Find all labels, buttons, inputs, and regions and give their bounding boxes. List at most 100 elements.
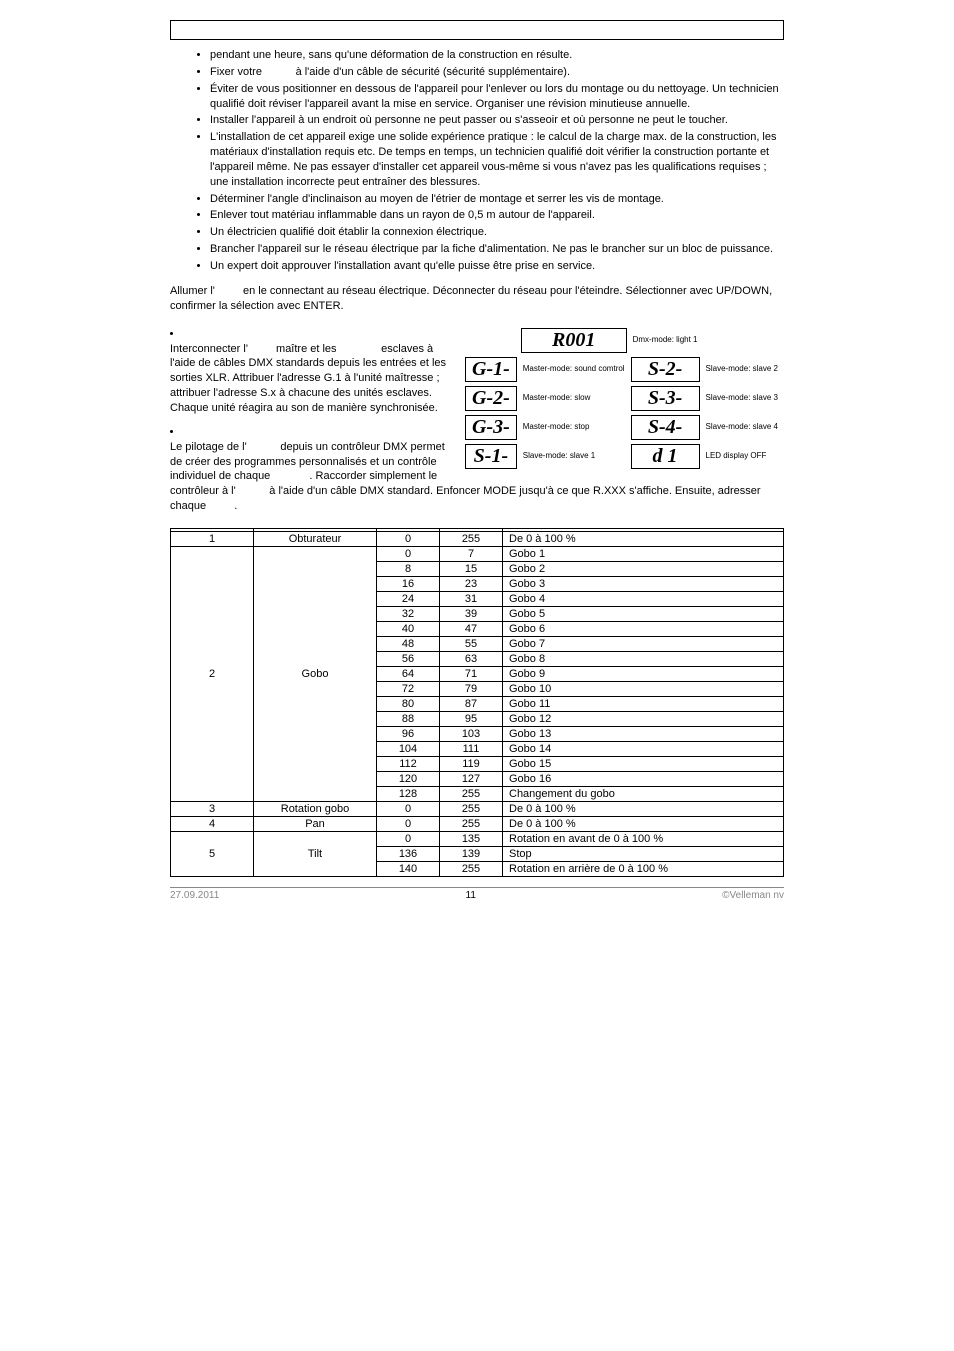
dmx-mode-paragraph-2: contrôleur à l' à l'aide d'un câble DMX … bbox=[170, 484, 784, 514]
mode-desc: Master-mode: slow bbox=[521, 386, 627, 411]
cell-description: Gobo 4 bbox=[503, 591, 784, 606]
cell-max: 55 bbox=[440, 636, 503, 651]
cell-max: 71 bbox=[440, 666, 503, 681]
intro-paragraph: Allumer l' en le connectant au réseau él… bbox=[170, 284, 784, 314]
mode-display: G-3- bbox=[465, 415, 517, 440]
cell-min: 16 bbox=[377, 576, 440, 591]
cell-description: Gobo 5 bbox=[503, 606, 784, 621]
cell-max: 255 bbox=[440, 531, 503, 546]
cell-max: 87 bbox=[440, 696, 503, 711]
cell-description: Gobo 2 bbox=[503, 561, 784, 576]
cell-description: Gobo 8 bbox=[503, 651, 784, 666]
cell-max: 255 bbox=[440, 786, 503, 801]
cell-min: 48 bbox=[377, 636, 440, 651]
bullet-item: Déterminer l'angle d'inclinaison au moye… bbox=[210, 192, 784, 207]
cell-max: 255 bbox=[440, 801, 503, 816]
mode-display: S-2- bbox=[631, 357, 700, 382]
cell-channel: 2 bbox=[171, 546, 254, 801]
cell-min: 140 bbox=[377, 861, 440, 876]
footer-copyright: ©Velleman nv bbox=[722, 890, 784, 901]
mode-desc: Slave-mode: slave 2 bbox=[704, 357, 780, 382]
cell-description: Gobo 14 bbox=[503, 741, 784, 756]
cell-min: 56 bbox=[377, 651, 440, 666]
mode-desc: Slave-mode: slave 3 bbox=[704, 386, 780, 411]
cell-min: 120 bbox=[377, 771, 440, 786]
bullet-item: Éviter de vous positionner en dessous de… bbox=[210, 82, 784, 112]
cell-min: 0 bbox=[377, 546, 440, 561]
cell-max: 139 bbox=[440, 846, 503, 861]
table-row: 2Gobo07Gobo 1 bbox=[171, 546, 784, 561]
cell-max: 31 bbox=[440, 591, 503, 606]
table-row: 1Obturateur0255De 0 à 100 % bbox=[171, 531, 784, 546]
cell-function: Gobo bbox=[254, 546, 377, 801]
page-footer: 27.09.2011 11 ©Velleman nv bbox=[170, 887, 784, 901]
mode-display: S-1- bbox=[465, 444, 517, 469]
bullet-item: Fixer votre à l'aide d'un câble de sécur… bbox=[210, 65, 784, 80]
cell-min: 136 bbox=[377, 846, 440, 861]
cell-max: 111 bbox=[440, 741, 503, 756]
cell-max: 63 bbox=[440, 651, 503, 666]
auto-mode-paragraph: Interconnecter l' maître et les esclaves… bbox=[170, 342, 451, 416]
footer-date: 27.09.2011 bbox=[170, 890, 219, 901]
cell-description: De 0 à 100 % bbox=[503, 801, 784, 816]
mode-display: S-4- bbox=[631, 415, 700, 440]
cell-description: Gobo 3 bbox=[503, 576, 784, 591]
bullet-item: L'installation de cet appareil exige une… bbox=[210, 130, 784, 189]
cell-function: Obturateur bbox=[254, 531, 377, 546]
cell-max: 135 bbox=[440, 831, 503, 846]
cell-channel: 4 bbox=[171, 816, 254, 831]
mode-display: G-2- bbox=[465, 386, 517, 411]
mode-diagram: R001 Dmx-mode: light 1 G-1- Master-mode:… bbox=[461, 324, 784, 473]
cell-max: 255 bbox=[440, 861, 503, 876]
bullet-item: pendant une heure, sans qu'une déformati… bbox=[210, 48, 784, 63]
mode-desc: Slave-mode: slave 4 bbox=[704, 415, 780, 440]
cell-min: 64 bbox=[377, 666, 440, 681]
dmx-mode-paragraph-1: Le pilotage de l' depuis un contrôleur D… bbox=[170, 440, 451, 485]
mode-desc: Master-mode: sound comtrol bbox=[521, 357, 627, 382]
cell-description: Rotation en avant de 0 à 100 % bbox=[503, 831, 784, 846]
footer-page-number: 11 bbox=[466, 890, 476, 901]
cell-max: 79 bbox=[440, 681, 503, 696]
cell-function: Rotation gobo bbox=[254, 801, 377, 816]
cell-min: 80 bbox=[377, 696, 440, 711]
cell-min: 32 bbox=[377, 606, 440, 621]
mode-display: S-3- bbox=[631, 386, 700, 411]
cell-min: 128 bbox=[377, 786, 440, 801]
table-row: 5Tilt0135Rotation en avant de 0 à 100 % bbox=[171, 831, 784, 846]
cell-max: 127 bbox=[440, 771, 503, 786]
cell-min: 96 bbox=[377, 726, 440, 741]
cell-min: 8 bbox=[377, 561, 440, 576]
bullet-item: Un électricien qualifié doit établir la … bbox=[210, 225, 784, 240]
safety-bullet-list: pendant une heure, sans qu'une déformati… bbox=[170, 48, 784, 274]
cell-channel: 1 bbox=[171, 531, 254, 546]
cell-channel: 5 bbox=[171, 831, 254, 876]
bullet-item: Enlever tout matériau inflammable dans u… bbox=[210, 208, 784, 223]
cell-description: Gobo 13 bbox=[503, 726, 784, 741]
mode-display: d 1 bbox=[631, 444, 700, 469]
cell-max: 95 bbox=[440, 711, 503, 726]
cell-min: 104 bbox=[377, 741, 440, 756]
cell-description: Gobo 15 bbox=[503, 756, 784, 771]
table-row: 3Rotation gobo0255De 0 à 100 % bbox=[171, 801, 784, 816]
cell-max: 119 bbox=[440, 756, 503, 771]
mode-display: G-1- bbox=[465, 357, 517, 382]
mode-desc: Dmx-mode: light 1 bbox=[631, 328, 700, 353]
cell-description: Gobo 6 bbox=[503, 621, 784, 636]
cell-max: 39 bbox=[440, 606, 503, 621]
mode-desc: LED display OFF bbox=[704, 444, 780, 469]
cell-min: 40 bbox=[377, 621, 440, 636]
cell-min: 72 bbox=[377, 681, 440, 696]
cell-min: 0 bbox=[377, 831, 440, 846]
cell-description: De 0 à 100 % bbox=[503, 816, 784, 831]
bullet-item: Brancher l'appareil sur le réseau électr… bbox=[210, 242, 784, 257]
cell-max: 103 bbox=[440, 726, 503, 741]
section-bullet bbox=[170, 328, 451, 340]
cell-description: Rotation en arrière de 0 à 100 % bbox=[503, 861, 784, 876]
bullet-item: Installer l'appareil à un endroit où per… bbox=[210, 113, 784, 128]
table-row: 4Pan0255De 0 à 100 % bbox=[171, 816, 784, 831]
cell-channel: 3 bbox=[171, 801, 254, 816]
cell-description: Gobo 1 bbox=[503, 546, 784, 561]
cell-description: Gobo 10 bbox=[503, 681, 784, 696]
bullet-item: Un expert doit approuver l'installation … bbox=[210, 259, 784, 274]
cell-description: Stop bbox=[503, 846, 784, 861]
